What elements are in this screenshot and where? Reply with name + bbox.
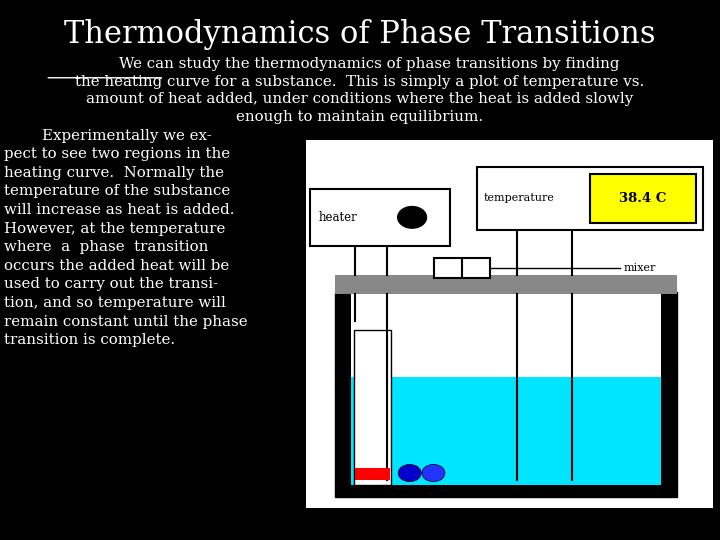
Bar bbox=[477, 167, 703, 230]
Bar bbox=[355, 468, 390, 480]
Text: heater: heater bbox=[318, 211, 357, 224]
Bar bbox=[351, 292, 661, 485]
Bar bbox=[590, 174, 696, 223]
Circle shape bbox=[398, 464, 421, 482]
Bar bbox=[306, 140, 713, 508]
Bar bbox=[335, 275, 677, 294]
Text: 38.4 C: 38.4 C bbox=[619, 192, 667, 205]
Circle shape bbox=[397, 206, 426, 228]
Text: mixer: mixer bbox=[624, 263, 656, 273]
Bar bbox=[310, 189, 450, 246]
Text: We can study the thermodynamics of phase transitions by finding: We can study the thermodynamics of phase… bbox=[100, 57, 620, 71]
Circle shape bbox=[422, 464, 445, 482]
Text: amount of heat added, under conditions where the heat is added slowly: amount of heat added, under conditions w… bbox=[86, 92, 634, 106]
Text: the heating curve for a substance.  This is simply a plot of temperature vs.: the heating curve for a substance. This … bbox=[76, 75, 644, 89]
Text: enough to maintain equilibrium.: enough to maintain equilibrium. bbox=[236, 110, 484, 124]
Text: Thermodynamics of Phase Transitions: Thermodynamics of Phase Transitions bbox=[64, 19, 656, 50]
Text: Experimentally we ex-
pect to see two regions in the
heating curve.  Normally th: Experimentally we ex- pect to see two re… bbox=[4, 129, 247, 347]
Bar bbox=[351, 377, 661, 485]
Bar bbox=[434, 258, 490, 278]
Bar bbox=[354, 330, 391, 485]
Text: temperature: temperature bbox=[484, 193, 555, 204]
Bar bbox=[335, 292, 677, 497]
